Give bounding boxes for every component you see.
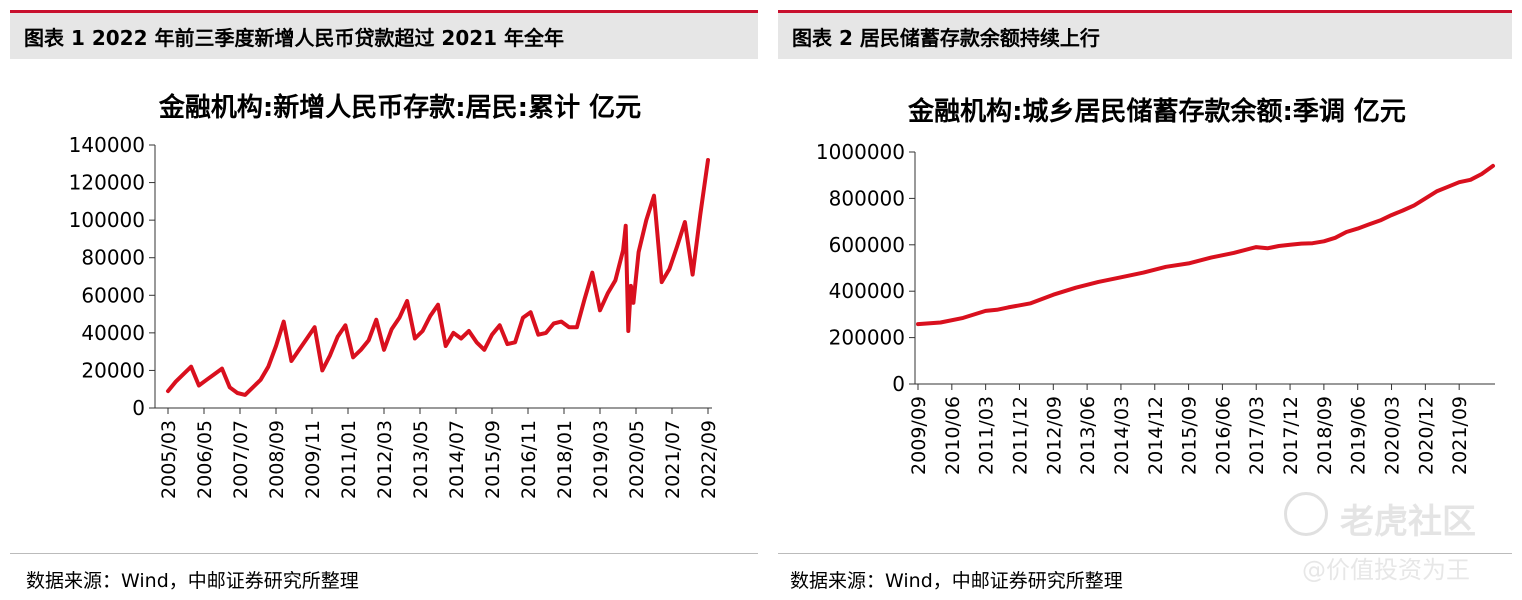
chart2-x-tick-label: 2017/03 [1246, 396, 1268, 475]
chart2-x-tick-label: 2014/03 [1111, 396, 1133, 475]
chart2-x-tick-label: 2021/09 [1449, 396, 1471, 475]
chart1-x-tick-label: 2016/11 [518, 420, 540, 499]
chart1-source-divider [10, 553, 758, 554]
chart2-x-tick-label: 2018/09 [1314, 396, 1336, 475]
chart2-x-tick-label: 2020/12 [1415, 396, 1437, 475]
chart2-y-tick-label: 600000 [829, 233, 905, 257]
chart1-header-title: 图表 1 2022 年前三季度新增人民币贷款超过 2021 年全年 [24, 26, 565, 50]
chart2-x-tick-label: 2015/09 [1179, 396, 1201, 475]
chart2-header-title: 图表 2 居民储蓄存款余额持续上行 [792, 26, 1100, 50]
chart2-x-tick-label: 2013/06 [1077, 396, 1099, 475]
tiger-community-logo-icon [1284, 492, 1328, 536]
watermark: 老虎社区 @价值投资为王 [1284, 492, 1494, 584]
chart1-y-tick-label: 40000 [81, 321, 145, 345]
chart1-x-tick-label: 2014/07 [446, 420, 468, 499]
chart1-x-tick-label: 2011/01 [338, 420, 360, 499]
chart2-x-tick-label: 2011/03 [976, 396, 998, 475]
chart1-title: 金融机构:新增人民币存款:居民:累计 亿元 [158, 92, 641, 123]
chart2-series-line-0 [916, 163, 1495, 327]
chart1-x-tick-label: 2022/09 [698, 420, 720, 499]
chart2-x-tick-label: 2012/09 [1043, 396, 1065, 475]
chart2-source-divider [778, 553, 1512, 554]
chart1-y-tick-label: 60000 [81, 283, 145, 307]
chart1-x-tick-label: 2012/03 [374, 420, 396, 499]
chart2-source: 数据来源：Wind，中邮证券研究所整理 [790, 570, 1123, 592]
chart1-y-tick-label: 80000 [81, 246, 145, 270]
chart2-title: 金融机构:城乡居民储蓄存款余额:季调 亿元 [907, 96, 1406, 127]
chart2-x-tick-label: 2010/06 [942, 396, 964, 475]
chart2-y-tick-label: 400000 [829, 279, 905, 303]
chart2-x-tick-label: 2017/12 [1280, 396, 1302, 475]
chart1-x-tick-label: 2013/05 [410, 420, 432, 499]
chart1-source: 数据来源：Wind，中邮证券研究所整理 [26, 570, 359, 592]
chart1-x-tick-label: 2019/03 [590, 420, 612, 499]
chart1-x-tick-label: 2007/07 [230, 420, 252, 499]
chart1-y-tick-label: 100000 [69, 208, 145, 232]
chart1-y-tick-label: 140000 [69, 133, 145, 157]
chart1-x-tick-label: 2018/01 [554, 420, 576, 499]
chart1-x-tick-label: 2015/09 [482, 420, 504, 499]
chart1-x-tick-label: 2009/11 [302, 420, 324, 499]
chart1-x-tick-label: 2020/05 [626, 420, 648, 499]
chart2: 金融机构:城乡居民储蓄存款余额:季调 亿元 0 200000 400000 600000… [816, 96, 1495, 475]
chart1-x-tick-label: 2005/03 [158, 420, 180, 499]
chart1-y-tick-label: 0 [132, 396, 145, 420]
chart2-x-tick-label: 2016/06 [1212, 396, 1234, 475]
chart2-header: 图表 2 居民储蓄存款余额持续上行 [778, 10, 1512, 59]
watermark-slogan: @价值投资为王 [1302, 556, 1470, 584]
chart2-x-tick-label: 2011/12 [1009, 396, 1031, 475]
chart2-y-tick-label: 0 [892, 372, 905, 396]
chart1-x-tick-label: 2006/05 [194, 420, 216, 499]
chart1: 金融机构:新增人民币存款:居民:累计 亿元 0 20000 40000 60000 800… [69, 92, 720, 499]
chart1-y-tick-label: 120000 [69, 171, 145, 195]
chart2-y-tick-label: 1000000 [816, 140, 905, 164]
chart2-x-tick-label: 2020/03 [1382, 396, 1404, 475]
chart2-x-tick-label: 2014/12 [1145, 396, 1167, 475]
chart1-y-tick-label: 20000 [81, 358, 145, 382]
chart1-x-tick-label: 2008/09 [266, 420, 288, 499]
chart2-x-tick-label: 2019/06 [1348, 396, 1370, 475]
chart1-header: 图表 1 2022 年前三季度新增人民币贷款超过 2021 年全年 [10, 10, 758, 59]
chart2-y-tick-label: 200000 [829, 326, 905, 350]
watermark-name: 老虎社区 [1340, 502, 1476, 542]
chart1-series-line-0 [166, 158, 710, 397]
chart1-x-tick-label: 2021/07 [662, 420, 684, 499]
chart2-x-tick-label: 2009/09 [908, 396, 930, 475]
chart2-y-tick-label: 800000 [829, 186, 905, 210]
